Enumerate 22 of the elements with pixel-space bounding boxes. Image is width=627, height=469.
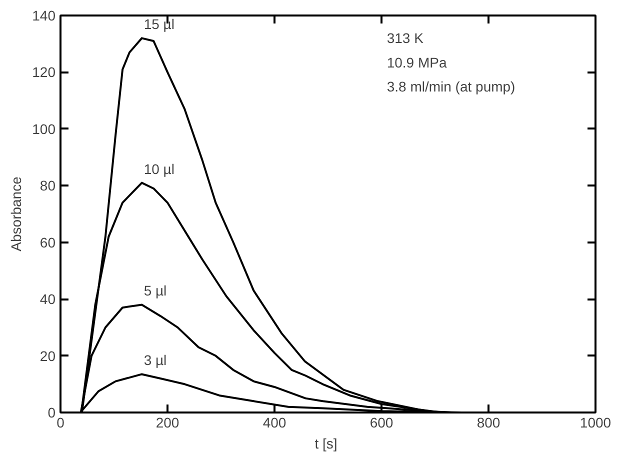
y-tick-label: 20 — [40, 348, 56, 364]
series-label: 10 µl — [144, 160, 174, 177]
x-tick-label: 600 — [370, 414, 394, 430]
x-tick-label: 400 — [262, 414, 286, 430]
y-tick-label: 40 — [40, 291, 56, 308]
x-tick-label: 1000 — [580, 414, 612, 430]
annotation: 3.8 ml/min (at pump) — [386, 78, 516, 94]
annotation: 313 K — [386, 30, 424, 46]
series-label: 15 µl — [144, 16, 174, 32]
y-tick-label: 60 — [40, 234, 56, 250]
x-axis-title: t [s] — [314, 436, 338, 452]
series-label: 3 µl — [144, 352, 167, 368]
x-tick-label: 200 — [156, 414, 180, 430]
y-tick-label: 80 — [40, 178, 56, 194]
x-tick-label: 800 — [476, 414, 500, 430]
annotation: 10.9 MPa — [386, 54, 447, 70]
y-tick-label: 0 — [48, 404, 56, 420]
y-tick-label: 120 — [32, 64, 56, 80]
y-tick-label: 140 — [32, 8, 56, 24]
y-axis-title: Absorbance — [8, 176, 24, 252]
series-label: 5 µl — [144, 282, 167, 299]
y-tick-label: 100 — [32, 120, 56, 137]
